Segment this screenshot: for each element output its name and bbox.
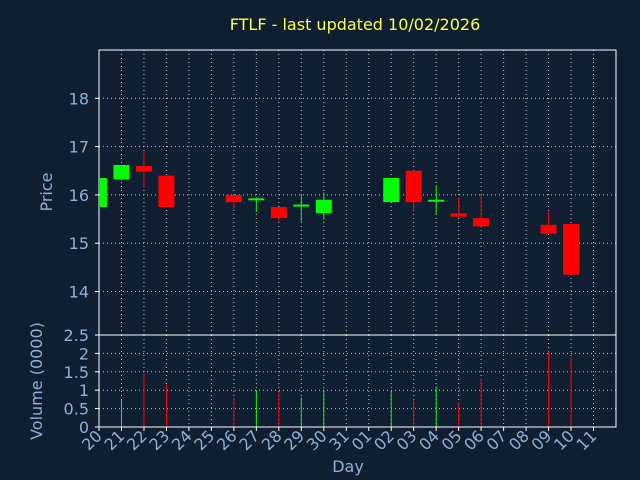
candle-body xyxy=(450,213,467,217)
volume-tick-label: 2.5 xyxy=(64,326,89,345)
candle-body xyxy=(113,164,130,180)
candle-body xyxy=(135,165,152,172)
candle-body xyxy=(225,194,242,203)
x-axis-ticks: 2021222324252627282930310102030405060708… xyxy=(78,426,600,454)
price-tick-label: 17 xyxy=(69,138,89,157)
volume-tick-label: 2 xyxy=(79,344,89,363)
volume-layer xyxy=(120,351,572,427)
price-tick-label: 18 xyxy=(69,89,89,108)
candle-body xyxy=(293,204,310,207)
volume-tick-label: 1.5 xyxy=(64,363,89,382)
candle-body xyxy=(315,199,332,214)
volume-axis-ticks: 00.511.522.5 xyxy=(64,326,99,437)
price-tick-label: 16 xyxy=(69,186,89,205)
candle-layer xyxy=(98,151,580,275)
volume-axis-label: Volume (0000) xyxy=(27,322,46,440)
candle-body xyxy=(248,198,265,201)
price-tick-label: 14 xyxy=(69,283,89,302)
candle-body xyxy=(540,224,557,234)
price-panel-frame xyxy=(98,49,617,336)
grid-layer xyxy=(99,50,616,427)
x-axis-label: Day xyxy=(332,457,364,476)
candle-body xyxy=(405,170,422,203)
chart-title: FTLF - last updated 10/02/2026 xyxy=(230,15,481,34)
price-tick-label: 15 xyxy=(69,234,89,253)
volume-tick-label: 0.5 xyxy=(64,400,89,419)
price-axis-ticks: 14 15 16 17 18 xyxy=(69,89,99,302)
candle-body xyxy=(563,223,580,275)
x-tick-label: 11 xyxy=(573,426,601,454)
candle-body xyxy=(428,199,445,202)
candle-body xyxy=(270,206,287,219)
price-axis-label: Price xyxy=(37,172,56,211)
volume-tick-label: 1 xyxy=(79,381,89,400)
candle-body xyxy=(383,178,400,203)
candle-body xyxy=(158,175,175,207)
candle-body xyxy=(100,178,107,207)
volume-panel-frame xyxy=(98,334,617,428)
volume-tick-label: 0 xyxy=(79,418,89,437)
candle-body xyxy=(473,218,490,227)
